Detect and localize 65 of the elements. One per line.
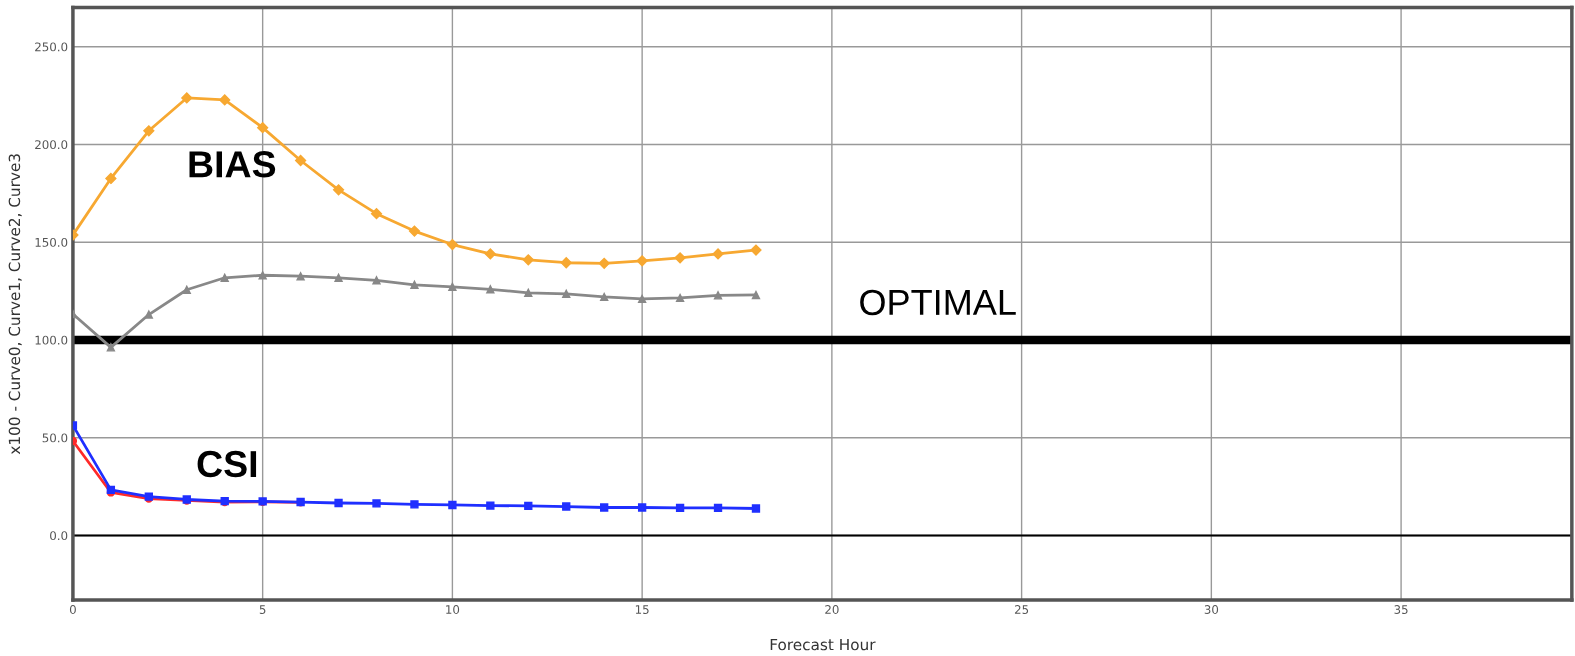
x-tick-label: 0	[69, 605, 76, 614]
x-tick-label: 5	[259, 605, 266, 614]
point	[751, 504, 761, 513]
point	[637, 294, 647, 304]
point	[370, 208, 383, 220]
point	[410, 500, 419, 509]
point	[448, 282, 457, 291]
x-axis-title: Forecast Hour	[770, 638, 876, 651]
y-tick-label: 150.0	[35, 237, 68, 247]
point	[181, 92, 193, 104]
y-tick-label: 50.0	[42, 433, 68, 443]
y-tick-label: 200.0	[35, 140, 68, 150]
x-tick-label: 10	[446, 605, 460, 614]
point	[598, 257, 610, 269]
point	[600, 292, 609, 302]
y-tick-label: 0.0	[50, 531, 68, 541]
x-tick-label: 15	[635, 605, 649, 614]
y-tick-label: 250.0	[35, 42, 68, 52]
point	[522, 254, 534, 266]
point	[296, 272, 305, 281]
point	[446, 238, 459, 251]
point	[486, 501, 495, 510]
y-tick-label: 100.0	[35, 335, 68, 345]
point	[258, 271, 267, 280]
point	[637, 503, 647, 512]
point	[334, 498, 343, 508]
point	[220, 273, 229, 282]
x-tick-label: 20	[825, 605, 839, 614]
point	[257, 122, 269, 134]
x-tick-label: 35	[1394, 605, 1408, 614]
point	[105, 172, 117, 185]
point	[332, 184, 345, 196]
point	[675, 503, 685, 513]
point	[562, 502, 571, 511]
point	[524, 288, 533, 298]
point	[600, 503, 609, 512]
point	[182, 285, 191, 294]
annotation: CSI	[197, 450, 257, 478]
point	[143, 125, 155, 137]
point	[144, 310, 153, 319]
point	[713, 291, 723, 300]
point	[486, 285, 495, 294]
point	[484, 248, 496, 260]
point	[675, 293, 685, 303]
annotation: BIAS	[189, 151, 276, 178]
point	[295, 154, 307, 167]
point	[372, 499, 381, 508]
y-axis-title: x100 - Curve0, Curve1, Curve2, Curve3	[8, 154, 22, 455]
point	[334, 273, 343, 282]
point	[372, 276, 381, 285]
x-tick-label: 25	[1014, 605, 1029, 614]
point	[106, 343, 116, 352]
ref-line-label: OPTIMAL	[860, 289, 1016, 316]
point	[751, 290, 761, 300]
point	[410, 280, 419, 289]
point	[562, 289, 571, 298]
point	[524, 501, 533, 511]
point	[674, 252, 686, 264]
point	[636, 255, 648, 267]
point	[219, 94, 231, 106]
point	[408, 225, 421, 237]
point	[448, 500, 457, 510]
point	[713, 503, 723, 513]
point	[560, 257, 572, 269]
x-tick-label: 30	[1204, 605, 1219, 614]
